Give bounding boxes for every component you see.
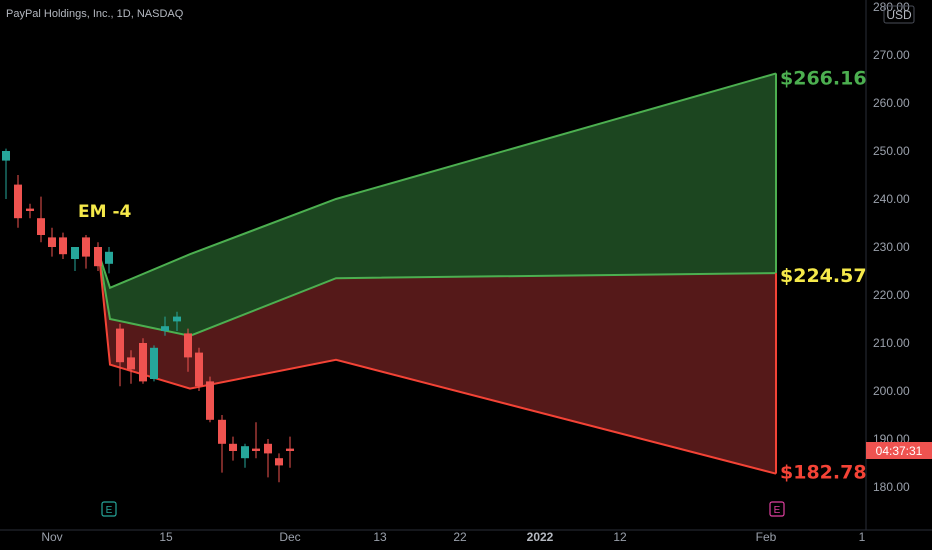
candle <box>229 436 237 461</box>
y-tick-label: 200.00 <box>873 384 910 398</box>
lower-band-label: $182.78 <box>780 462 867 484</box>
candles <box>2 148 294 483</box>
upper-band-line <box>98 72 777 290</box>
x-tick-label: Dec <box>279 530 300 544</box>
lower-band-fill <box>99 254 776 474</box>
x-tick-label: 12 <box>613 530 627 544</box>
candle <box>286 436 294 468</box>
x-tick-label: 13 <box>373 530 387 544</box>
earnings-marker[interactable]: E <box>769 501 785 517</box>
candle <box>2 148 10 199</box>
candle <box>116 323 124 387</box>
y-tick-label: 240.00 <box>873 192 910 206</box>
candle <box>14 175 22 228</box>
candle <box>252 422 260 459</box>
candle <box>275 453 283 483</box>
candle <box>161 316 169 336</box>
candle <box>184 328 192 372</box>
y-axis: 280.00 270.00 260.00 250.00 240.00 230.00 220.… <box>873 0 910 494</box>
candle <box>195 347 203 391</box>
mid-band-label: $224.57 <box>780 265 867 287</box>
lower-band-line <box>98 254 777 475</box>
x-tick-label: 22 <box>453 530 467 544</box>
x-axis: Nov 15 Dec 13 22 2022 12 Feb 1 <box>41 530 865 544</box>
x-tick-label: 15 <box>159 530 173 544</box>
candle <box>37 196 45 243</box>
candle <box>82 235 90 269</box>
candle <box>71 247 79 271</box>
candle <box>139 338 147 384</box>
candle <box>94 242 102 271</box>
y-tick-label: 220.00 <box>873 288 910 302</box>
candle <box>241 443 249 468</box>
countdown-label: 04:37:31 <box>876 444 923 458</box>
candle <box>150 345 158 382</box>
candle <box>218 415 226 473</box>
y-tick-label: 260.00 <box>873 96 910 110</box>
candle <box>105 247 113 274</box>
earnings-marker[interactable]: E <box>101 501 117 517</box>
x-tick-label: 2022 <box>527 530 554 544</box>
upper-band-label: $266.16 <box>780 67 867 89</box>
candle <box>59 232 67 259</box>
countdown-badge: 04:37:31 <box>866 442 932 459</box>
y-tick-label: 230.00 <box>873 240 910 254</box>
candle <box>127 350 135 384</box>
y-tick-label: 280.00 <box>873 0 910 14</box>
em-annotation: EM -4 <box>78 202 132 222</box>
y-tick-label: 270.00 <box>873 48 910 62</box>
y-tick-label: 210.00 <box>873 336 910 350</box>
currency-badge[interactable]: USD <box>883 5 915 24</box>
candle <box>173 311 181 331</box>
currency-label: USD <box>886 8 912 22</box>
candle <box>26 203 34 219</box>
earnings-marker-label: E <box>106 505 113 516</box>
earnings-marker-label: E <box>774 505 781 516</box>
candle <box>206 376 214 423</box>
y-tick-label: 180.00 <box>873 480 910 494</box>
y-tick-label: 250.00 <box>873 144 910 158</box>
chart-title: PayPal Holdings, Inc., 1D, NASDAQ <box>6 8 184 20</box>
upper-band-fill <box>99 73 776 336</box>
candle <box>264 439 272 478</box>
candle <box>48 227 56 257</box>
x-tick-label: Feb <box>756 530 777 544</box>
x-tick-label: Nov <box>41 530 62 544</box>
x-tick-label: 1 <box>859 530 866 544</box>
